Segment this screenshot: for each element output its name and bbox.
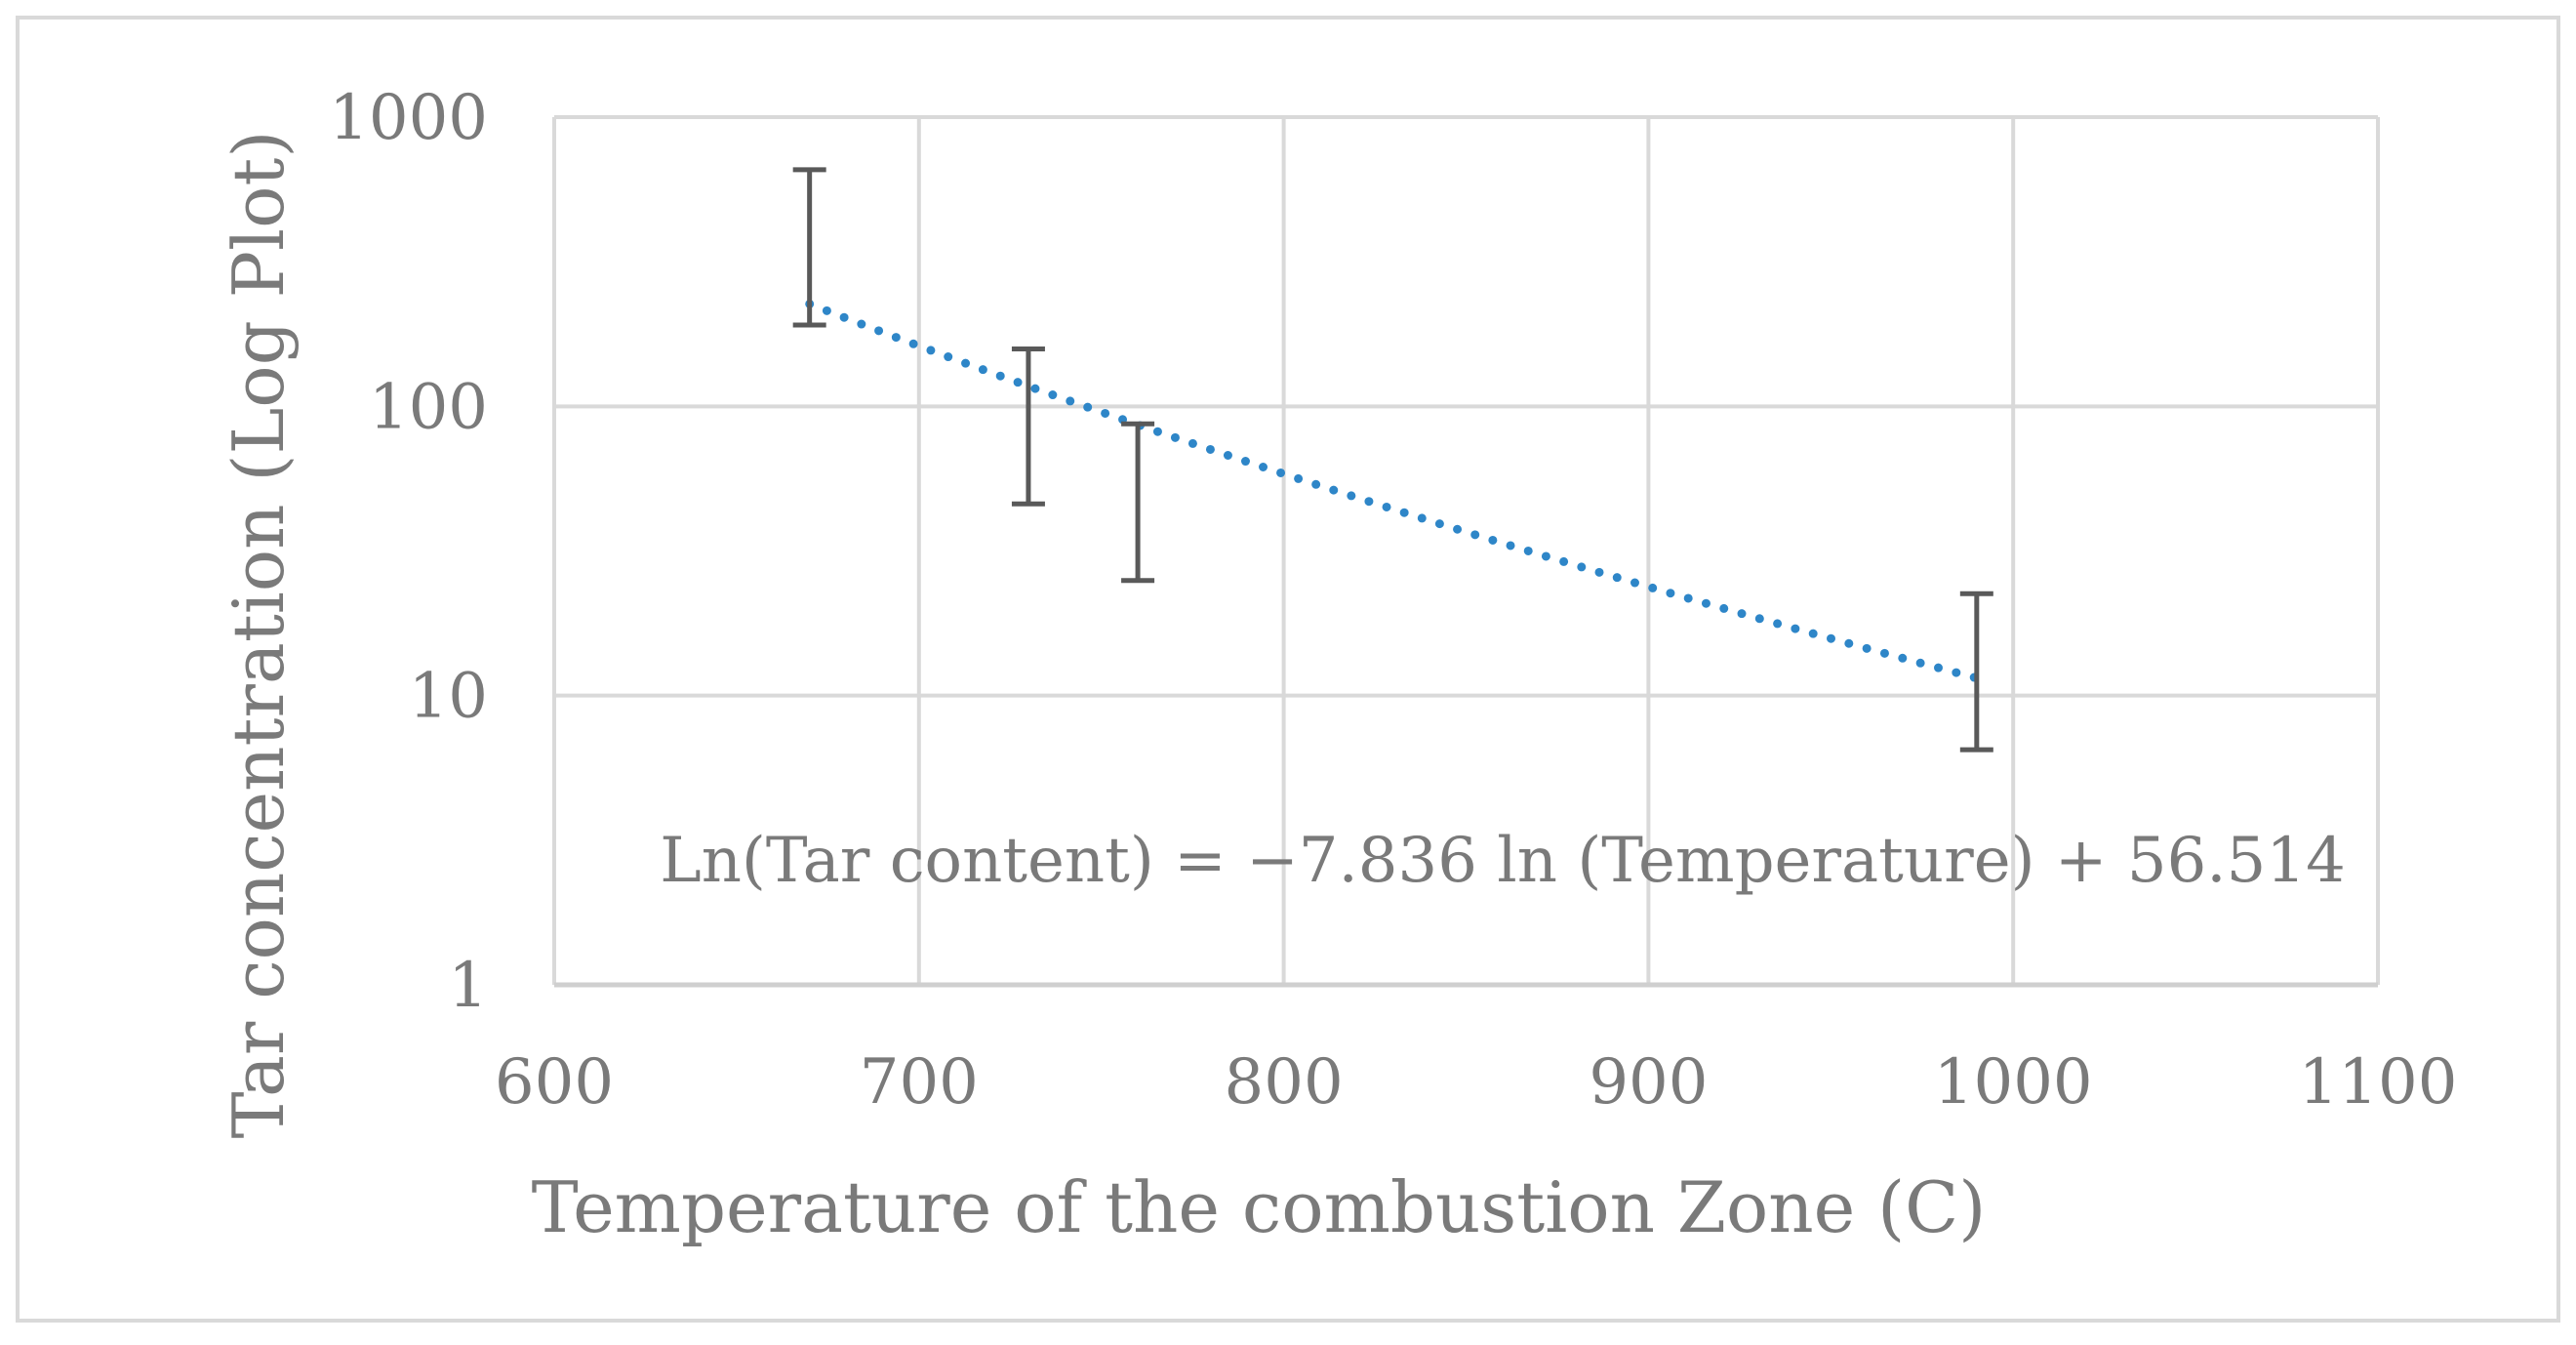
errorbar [1121,421,1155,584]
chart-border [16,16,2560,1323]
trendline [805,299,1982,683]
trendline-layer [805,299,1982,683]
y-tick-label: 1 [448,950,488,1022]
errorbar [1959,591,1993,753]
x-tick-label: 900 [1589,1046,1708,1119]
y-tick-label: 10 [409,661,488,733]
y-tick-label: 1000 [329,82,488,154]
x-tick-label: 1000 [1934,1046,2093,1119]
errorbar [792,167,826,328]
grid-layer [552,115,2380,988]
tick-label-layer: 600 700 800 900 1000 1100 1 10 100 1000 [329,82,2457,1119]
x-axis-label: Temperature of the combustion Zone (C) [532,1166,1987,1248]
x-tick-label: 700 [860,1046,979,1119]
y-tick-label: 100 [369,371,488,443]
trendline-equation: Ln(Tar content) = −7.836 ln (Temperature… [660,825,2346,897]
x-tick-label: 1100 [2299,1046,2458,1119]
x-tick-label: 600 [495,1046,614,1119]
y-axis-label: Tar concentration (Log Plot) [218,131,300,1139]
x-tick-label: 800 [1225,1046,1344,1119]
errorbar [1011,346,1045,507]
errorbar-layer [792,167,1993,753]
